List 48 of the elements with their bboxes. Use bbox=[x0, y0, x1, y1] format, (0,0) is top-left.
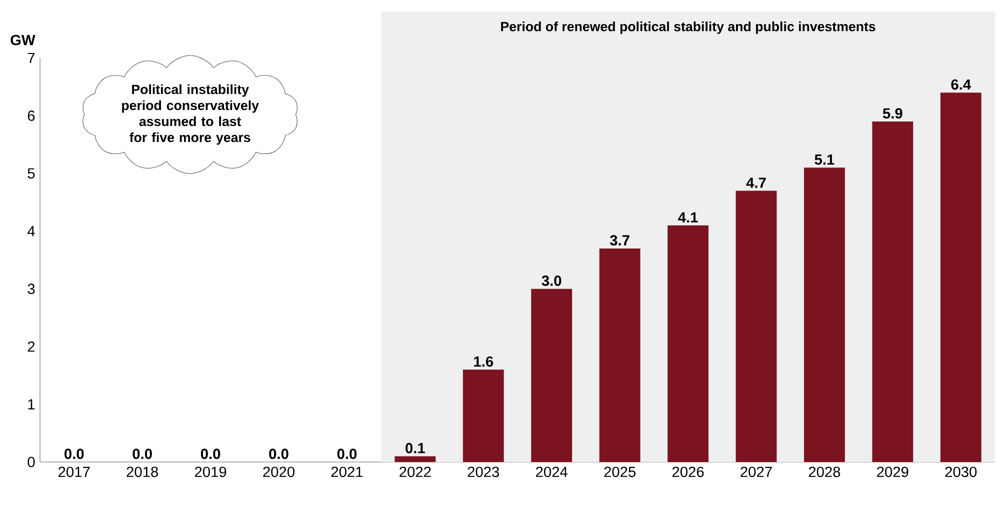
bar bbox=[462, 370, 504, 462]
x-tick-label: 2020 bbox=[263, 466, 294, 478]
x-tick-label: 2017 bbox=[58, 466, 90, 478]
bar bbox=[872, 121, 914, 462]
data-label: 5.1 bbox=[814, 154, 834, 165]
data-label: 6.4 bbox=[951, 79, 971, 90]
y-axis-title: GW bbox=[10, 34, 36, 46]
x-tick-label: 2022 bbox=[400, 466, 431, 478]
data-label: 0.0 bbox=[64, 448, 84, 460]
band-label: Period of renewed political stability and public investments bbox=[501, 21, 876, 34]
x-tick-label: 2027 bbox=[740, 466, 772, 478]
y-tick-label: 7 bbox=[28, 52, 35, 64]
data-label: 3.0 bbox=[542, 276, 562, 286]
y-tick-label: 4 bbox=[27, 226, 35, 236]
data-label: 1.6 bbox=[474, 356, 494, 367]
data-label: 0.0 bbox=[269, 448, 288, 460]
x-tick-label: 2028 bbox=[808, 466, 840, 478]
data-label: 4.1 bbox=[678, 212, 698, 222]
y-tick-label: 5 bbox=[28, 168, 35, 179]
x-tick-label: 2025 bbox=[604, 466, 636, 478]
bar bbox=[599, 248, 640, 462]
bar bbox=[668, 225, 708, 462]
x-tick-label: 2018 bbox=[126, 466, 158, 478]
y-tick-label: 1 bbox=[28, 399, 35, 410]
x-tick-label: 2029 bbox=[877, 466, 908, 478]
bar bbox=[394, 456, 436, 462]
data-label: 0.0 bbox=[200, 448, 220, 460]
data-label: 0.0 bbox=[132, 448, 152, 460]
x-tick-label: 2023 bbox=[468, 466, 500, 478]
x-tick-label: 2024 bbox=[536, 466, 568, 478]
data-label: 5.9 bbox=[882, 108, 902, 119]
bar bbox=[736, 190, 777, 462]
data-label: 3.7 bbox=[610, 235, 630, 246]
x-tick-label: 2021 bbox=[331, 466, 363, 478]
data-label: 0.0 bbox=[337, 448, 357, 460]
y-tick-label: 6 bbox=[28, 110, 35, 121]
data-label: 0.1 bbox=[406, 442, 425, 454]
x-tick-label: 2030 bbox=[945, 466, 977, 478]
x-tick-label: 2026 bbox=[672, 466, 704, 478]
annotation: Political instability period conservatively assumed to last for five more years bbox=[122, 84, 259, 145]
y-tick-label: 2 bbox=[28, 341, 35, 352]
y-tick-label: 3 bbox=[28, 284, 35, 294]
y-tick-label: 0 bbox=[28, 456, 35, 468]
bar bbox=[940, 92, 982, 462]
data-label: 4.7 bbox=[746, 178, 766, 188]
bar bbox=[531, 288, 572, 462]
bar bbox=[804, 168, 845, 462]
x-tick-label: 2019 bbox=[194, 466, 226, 478]
